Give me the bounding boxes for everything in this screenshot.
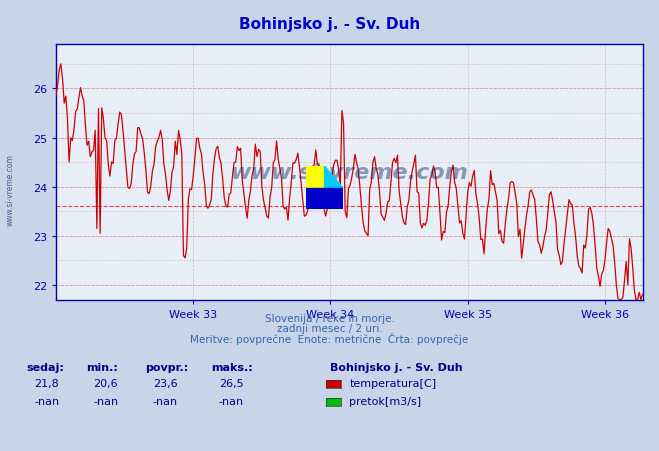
Text: povpr.:: povpr.: <box>145 363 188 373</box>
Text: Bohinjsko j. - Sv. Duh: Bohinjsko j. - Sv. Duh <box>239 17 420 32</box>
Text: maks.:: maks.: <box>211 363 252 373</box>
Text: min.:: min.: <box>86 363 117 373</box>
Text: -nan: -nan <box>219 396 244 406</box>
Text: 21,8: 21,8 <box>34 378 59 388</box>
Polygon shape <box>325 167 343 189</box>
Text: Meritve: povprečne  Enote: metrične  Črta: povprečje: Meritve: povprečne Enote: metrične Črta:… <box>190 332 469 344</box>
Polygon shape <box>306 167 325 189</box>
Text: pretok[m3/s]: pretok[m3/s] <box>349 396 421 406</box>
Text: 23,6: 23,6 <box>153 378 177 388</box>
Text: -nan: -nan <box>34 396 59 406</box>
Text: 26,5: 26,5 <box>219 378 243 388</box>
Text: www.si-vreme.com: www.si-vreme.com <box>231 162 468 183</box>
Text: temperatura[C]: temperatura[C] <box>349 378 436 388</box>
Text: -nan: -nan <box>153 396 178 406</box>
Text: www.si-vreme.com: www.si-vreme.com <box>6 153 15 226</box>
Text: Slovenija / reke in morje.: Slovenija / reke in morje. <box>264 313 395 323</box>
Text: 20,6: 20,6 <box>94 378 118 388</box>
Text: sedaj:: sedaj: <box>26 363 64 373</box>
Polygon shape <box>306 189 343 210</box>
Text: Bohinjsko j. - Sv. Duh: Bohinjsko j. - Sv. Duh <box>330 363 462 373</box>
Text: -nan: -nan <box>94 396 119 406</box>
Text: zadnji mesec / 2 uri.: zadnji mesec / 2 uri. <box>277 323 382 333</box>
